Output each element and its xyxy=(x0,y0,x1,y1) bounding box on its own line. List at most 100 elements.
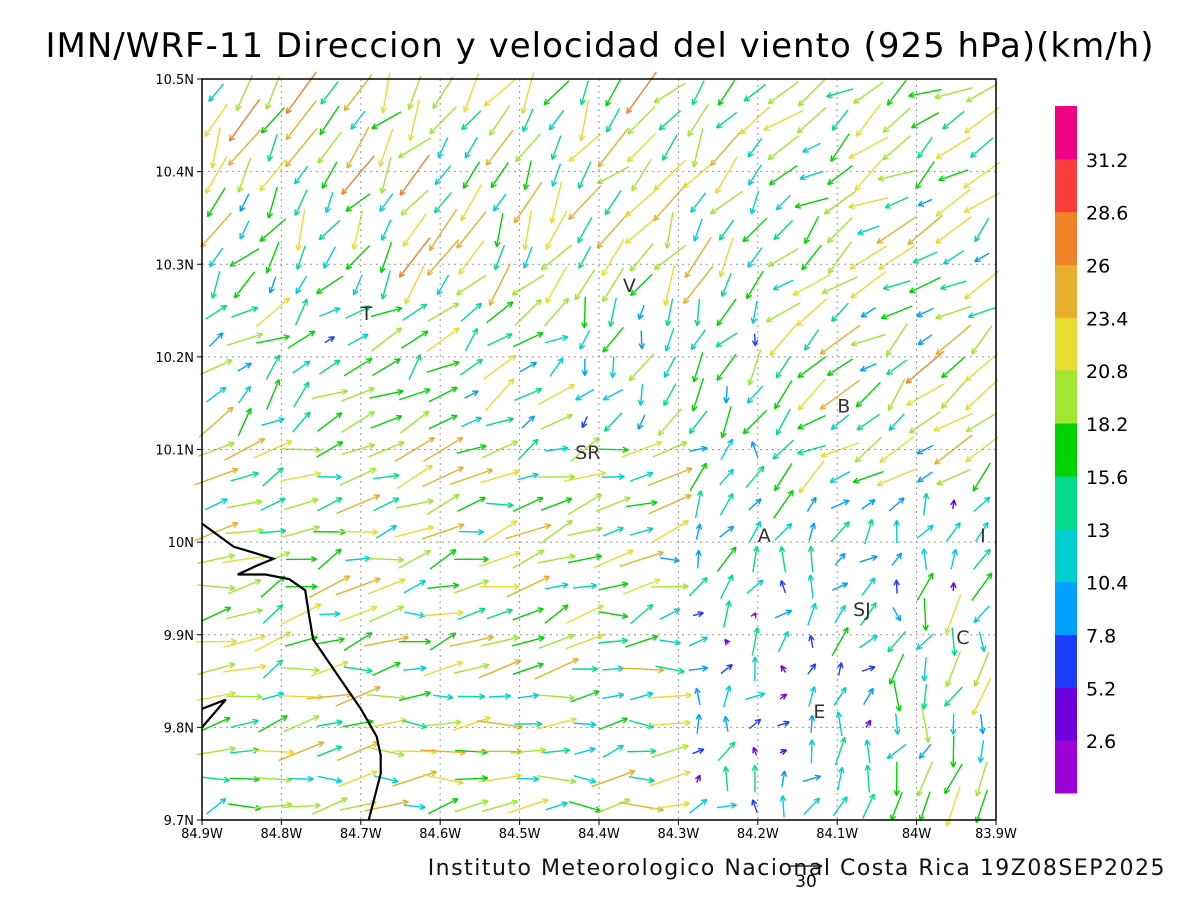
wind-arrow xyxy=(591,769,636,788)
wind-arrow xyxy=(335,577,381,596)
wind-vectors xyxy=(194,71,1001,827)
wind-arrow xyxy=(653,244,686,271)
wind-arrow xyxy=(336,741,380,762)
wind-arrow xyxy=(370,327,403,352)
wind-arrow xyxy=(830,133,850,162)
wind-arrow xyxy=(335,686,381,707)
wind-arrow xyxy=(317,745,343,757)
wind-arrow xyxy=(969,137,994,158)
wind-arrow xyxy=(860,602,877,627)
wind-arrow xyxy=(797,78,826,107)
wind-arrow xyxy=(772,439,794,460)
wind-arrow xyxy=(655,665,685,675)
colorbar-label: 23.4 xyxy=(1086,308,1128,330)
wind-arrow xyxy=(651,744,689,758)
wind-arrow xyxy=(627,105,656,135)
wind-arrow xyxy=(602,744,624,758)
wind-arrow xyxy=(774,462,793,492)
wind-arrow xyxy=(629,243,654,272)
wind-arrow xyxy=(709,190,744,215)
wind-arrow xyxy=(602,326,624,353)
wind-arrow xyxy=(717,741,736,762)
wind-arrow xyxy=(908,88,942,99)
wind-arrow xyxy=(579,329,591,350)
wind-arrow xyxy=(804,216,820,244)
wind-arrow xyxy=(194,467,239,486)
wind-arrow xyxy=(650,800,691,810)
wind-arrow xyxy=(345,305,372,319)
wind-arrow xyxy=(916,524,934,539)
wind-arrow xyxy=(367,578,406,595)
wind-arrow xyxy=(567,526,603,537)
wind-arrow xyxy=(374,775,399,784)
colorbar-segment xyxy=(1055,423,1077,477)
wind-arrow xyxy=(973,651,990,687)
wind-arrow xyxy=(538,633,575,649)
wind-arrow xyxy=(631,158,652,192)
wind-arrow xyxy=(424,719,462,727)
wind-arrow xyxy=(854,159,883,192)
wind-arrow xyxy=(826,216,854,244)
wind-arrow xyxy=(573,721,597,728)
reference-arrow-head xyxy=(815,862,822,867)
wind-arrow xyxy=(861,665,876,672)
wind-arrow xyxy=(653,82,686,104)
wind-arrow xyxy=(578,99,590,142)
wind-arrow xyxy=(965,83,998,103)
wind-arrow xyxy=(568,185,602,221)
coastline-nicoya xyxy=(201,698,227,729)
wind-arrow xyxy=(907,214,943,246)
place-label: I xyxy=(980,525,986,547)
wind-arrow xyxy=(196,745,236,756)
wind-arrow xyxy=(433,693,454,701)
wind-arrow xyxy=(487,333,513,347)
wind-arrow xyxy=(375,524,398,539)
wind-arrow xyxy=(596,798,631,814)
wind-arrow xyxy=(262,659,284,679)
wind-arrow xyxy=(508,798,549,814)
wind-arrow xyxy=(592,549,634,569)
wind-arrow xyxy=(319,307,341,317)
wind-arrow xyxy=(876,215,917,245)
wind-arrow xyxy=(281,446,322,454)
wind-arrow xyxy=(568,801,601,813)
colorbar-segment xyxy=(1055,581,1077,635)
wind-arrow xyxy=(459,528,484,536)
wind-arrow xyxy=(803,328,820,351)
wind-arrow xyxy=(637,305,645,320)
wind-arrow xyxy=(747,137,763,158)
wind-arrow xyxy=(747,349,762,386)
wind-arrow xyxy=(917,198,933,207)
wind-arrow xyxy=(511,274,545,296)
wind-arrow xyxy=(231,306,259,318)
wind-arrow xyxy=(773,489,794,519)
wind-arrow xyxy=(657,408,682,436)
wind-arrow xyxy=(604,189,622,216)
wind-arrow xyxy=(282,524,321,538)
wind-arrow xyxy=(938,169,969,182)
wind-arrow xyxy=(973,496,991,513)
wind-arrow xyxy=(752,746,759,756)
wind-arrow xyxy=(202,716,231,731)
wind-arrow xyxy=(488,263,511,306)
x-tick-label: 84.6W xyxy=(419,827,461,842)
wind-arrow xyxy=(694,490,704,519)
wind-arrow xyxy=(454,579,490,594)
wind-arrow xyxy=(921,548,928,570)
wind-arrow xyxy=(829,471,851,483)
wind-arrow xyxy=(690,192,707,213)
wind-arrow xyxy=(893,579,900,594)
wind-arrow xyxy=(284,497,319,511)
wind-arrow xyxy=(343,74,373,112)
wind-arrow xyxy=(775,408,791,436)
wind-arrow xyxy=(544,334,569,344)
wind-arrow xyxy=(379,193,394,212)
wind-arrow xyxy=(343,357,373,377)
wind-arrow xyxy=(258,715,288,733)
wind-arrow xyxy=(626,132,657,163)
wind-arrow xyxy=(368,556,405,564)
wind-arrow xyxy=(719,525,735,538)
wind-arrow xyxy=(540,413,573,431)
colorbar-segment xyxy=(1055,370,1077,424)
wind-arrow xyxy=(457,496,486,512)
